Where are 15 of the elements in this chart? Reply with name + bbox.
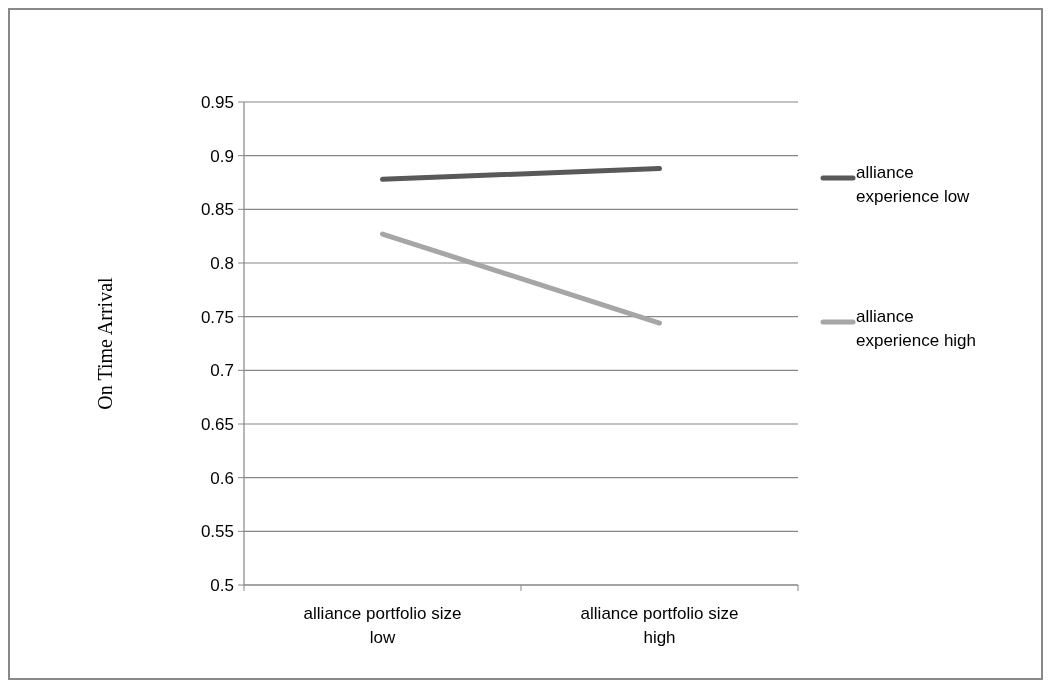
y-tick-label: 0.95 [200,92,234,112]
x-tick-label: alliance portfolio size low [303,604,462,647]
y-tick-label: 0.7 [210,361,234,381]
y-tick-label: 0.8 [210,253,234,273]
legend-label: alliance experience low [856,163,971,206]
y-tick-label: 0.55 [200,522,234,542]
x-tick-label: alliance portfolio size high [580,604,739,647]
y-tick-label: 0.9 [210,146,234,166]
y-tick-label: 0.65 [200,414,234,434]
legend-label: alliance experience high [856,307,977,350]
y-tick-label: 0.6 [210,468,234,488]
y-tick-label: 0.85 [200,200,234,220]
y-tick-label: 0.75 [200,307,234,327]
y-tick-label: 0.5 [210,575,234,595]
y-axis-title: On Time Arrival [94,276,116,410]
